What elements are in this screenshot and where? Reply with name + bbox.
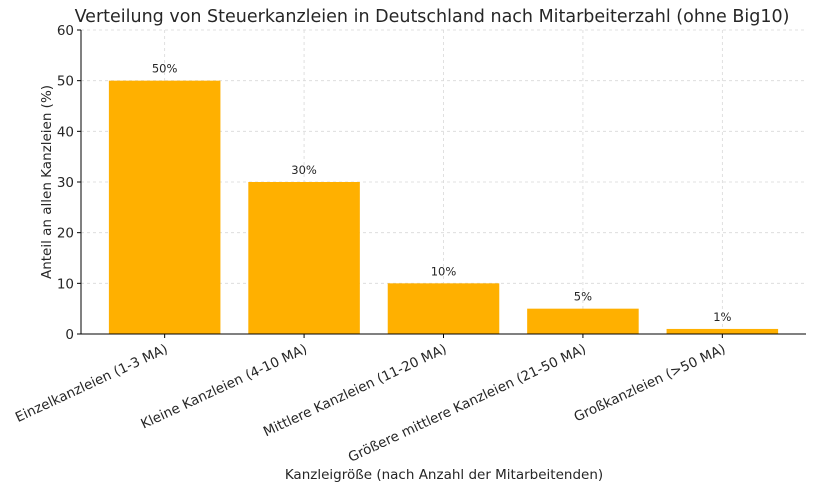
bar [108, 80, 221, 335]
y-axis-label: Anteil an allen Kanzleien (%) [39, 85, 55, 279]
data-label: 50% [152, 62, 178, 76]
y-tick-label: 20 [57, 226, 74, 242]
y-axis-ticks: 0 10 20 30 40 50 60 [57, 23, 81, 343]
bar [666, 328, 779, 334]
y-tick-label: 50 [57, 74, 74, 90]
chart-title: Verteilung von Steuerkanzleien in Deutsc… [75, 7, 790, 27]
x-axis-ticks: Einzelkanzleien (1-3 MA)Kleine Kanzleien… [13, 334, 728, 466]
x-tick-label: Großkanzleien (>50 MA) [572, 341, 728, 425]
x-tick-label: Größere mittlere Kanzleien (21-50 MA) [346, 341, 589, 466]
bar [248, 182, 360, 334]
y-tick-label: 40 [57, 124, 74, 140]
x-axis-label: Kanzleigröße (nach Anzahl der Mitarbeite… [285, 467, 603, 483]
data-labels: 50% 30% 10% 5% 1% [152, 62, 732, 324]
y-tick-label: 10 [57, 276, 74, 292]
bars [108, 80, 779, 335]
y-tick-label: 0 [65, 327, 74, 343]
y-tick-label: 60 [57, 23, 74, 39]
data-label: 10% [431, 264, 457, 278]
bar [387, 283, 500, 334]
data-label: 5% [574, 290, 592, 304]
bar [527, 308, 639, 334]
data-label: 1% [713, 310, 731, 324]
data-label: 30% [291, 163, 317, 177]
y-tick-label: 30 [57, 175, 74, 191]
